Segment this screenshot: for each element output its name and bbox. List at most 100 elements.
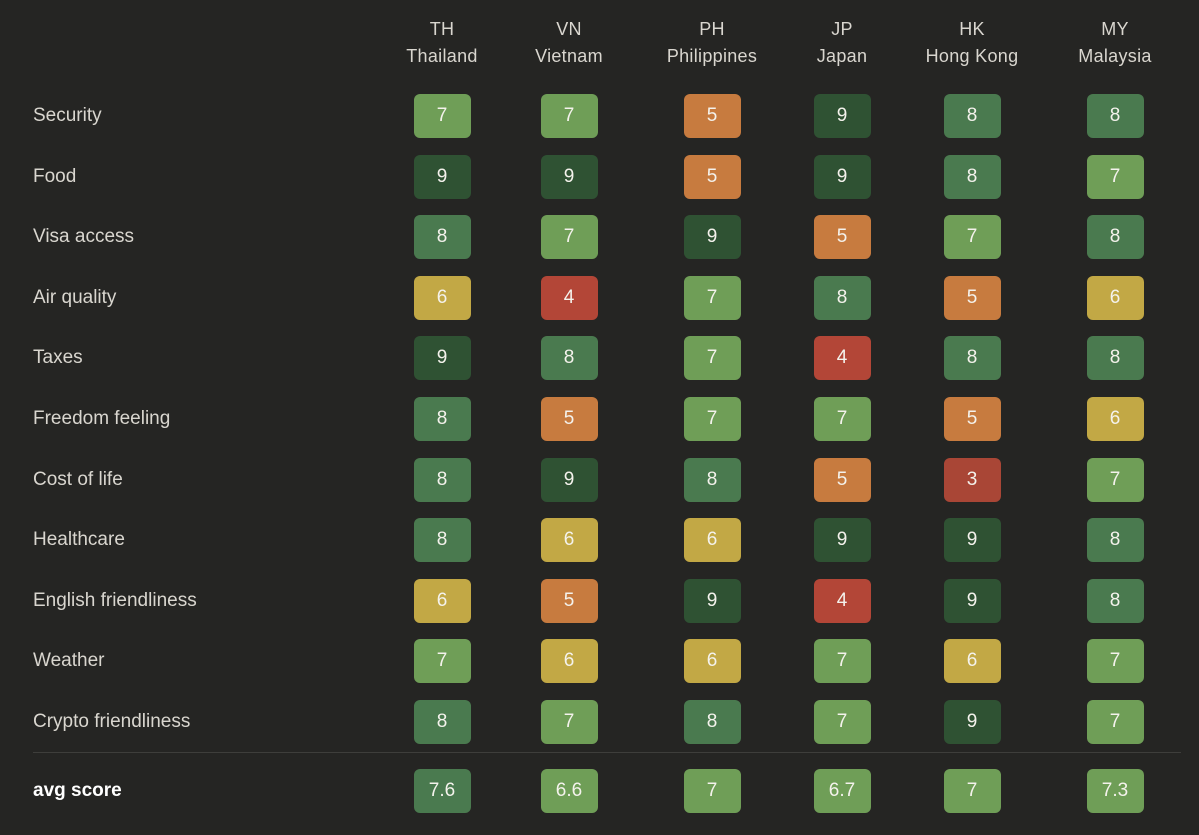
score-cell: 9 [683,215,741,259]
column-header-my: MY Malaysia [1035,16,1195,70]
score-cell: 6 [413,276,471,320]
summary-divider [33,752,1181,753]
row-label: English friendliness [33,590,197,611]
score-cell: 7 [1086,155,1144,199]
score-cell: 4 [813,336,871,380]
column-name: Hong Kong [925,46,1019,66]
column-name: Malaysia [1078,46,1152,66]
score-cell: 9 [813,94,871,138]
score-cell: 4 [540,276,598,320]
score-cell: 5 [683,155,741,199]
score-cell: 7 [1086,458,1144,502]
score-cell: 6 [1086,397,1144,441]
column-code: MY [1101,19,1129,39]
score-cell: 5 [943,276,1001,320]
column-code: HK [959,19,985,39]
row-label: Taxes [33,347,83,368]
score-cell: 8 [943,94,1001,138]
score-cell: 7 [540,700,598,744]
score-cell: 7 [683,336,741,380]
score-cell: 7 [813,700,871,744]
column-name: Philippines [666,46,758,66]
score-cell: 7 [413,639,471,683]
column-code: TH [429,19,455,39]
score-cell: 8 [1086,518,1144,562]
column-header-jp: JP Japan [762,16,922,70]
row-label: Crypto friendliness [33,711,191,732]
score-cell: 6 [413,579,471,623]
score-cell: 7 [813,397,871,441]
score-cell: 3 [943,458,1001,502]
score-cell: 8 [1086,215,1144,259]
score-cell: 9 [413,336,471,380]
score-cell: 5 [540,397,598,441]
score-cell: 6 [1086,276,1144,320]
row-label: Visa access [33,226,135,247]
row-label: Air quality [33,287,117,308]
score-cell: 9 [540,458,598,502]
avg-score-cell: 7 [943,769,1001,813]
score-cell: 7 [413,94,471,138]
score-cell: 9 [813,155,871,199]
row-label: Freedom feeling [33,408,171,429]
column-name: Japan [816,46,868,66]
avg-score-cell: 7 [683,769,741,813]
score-cell: 8 [683,700,741,744]
score-cell: 6 [540,639,598,683]
score-cell: 5 [540,579,598,623]
score-cell: 9 [540,155,598,199]
score-cell: 7 [813,639,871,683]
score-cell: 8 [813,276,871,320]
avg-score-cell: 6.6 [540,769,598,813]
score-cell: 7 [1086,639,1144,683]
score-cell: 9 [683,579,741,623]
score-cell: 6 [540,518,598,562]
column-code: JP [831,19,853,39]
score-cell: 8 [683,458,741,502]
column-header-hk: HK Hong Kong [892,16,1052,70]
score-cell: 8 [413,215,471,259]
column-name: Vietnam [535,46,603,66]
score-cell: 7 [540,94,598,138]
score-cell: 8 [540,336,598,380]
score-cell: 8 [1086,579,1144,623]
column-header-th: TH Thailand [362,16,522,70]
score-cell: 5 [813,215,871,259]
score-cell: 9 [413,155,471,199]
score-cell: 7 [683,397,741,441]
score-cell: 9 [943,518,1001,562]
score-cell: 9 [943,700,1001,744]
row-label: Food [33,166,77,187]
score-cell: 8 [1086,94,1144,138]
score-cell: 7 [683,276,741,320]
column-header-ph: PH Philippines [632,16,792,70]
row-label: Weather [33,650,105,671]
score-cell: 6 [943,639,1001,683]
score-cell: 8 [943,336,1001,380]
score-cell: 7 [943,215,1001,259]
score-cell: 7 [540,215,598,259]
avg-score-cell: 6.7 [813,769,871,813]
score-cell: 6 [683,639,741,683]
score-cell: 4 [813,579,871,623]
score-cell: 7 [1086,700,1144,744]
score-cell: 6 [683,518,741,562]
avg-score-label: avg score [33,780,122,801]
row-label: Security [33,105,102,126]
row-label: Healthcare [33,529,125,550]
score-cell: 8 [413,518,471,562]
avg-score-cell: 7.6 [413,769,471,813]
row-label: Cost of life [33,469,123,490]
column-code: VN [556,19,582,39]
score-cell: 5 [813,458,871,502]
score-cell: 5 [943,397,1001,441]
score-cell: 8 [1086,336,1144,380]
score-cell: 9 [943,579,1001,623]
score-cell: 9 [813,518,871,562]
column-name: Thailand [406,46,478,66]
score-cell: 8 [413,397,471,441]
column-header-vn: VN Vietnam [489,16,649,70]
column-code: PH [699,19,725,39]
avg-score-cell: 7.3 [1086,769,1144,813]
score-cell: 5 [683,94,741,138]
